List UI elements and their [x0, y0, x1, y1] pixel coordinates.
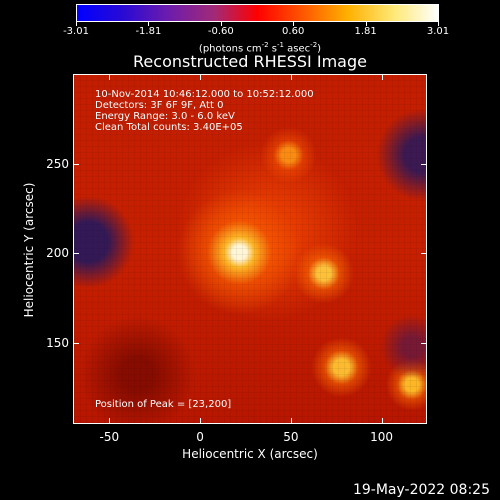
x-axis-bottom-tick — [381, 418, 383, 424]
x-axis-bottom-tick — [290, 418, 292, 424]
peak-position-text: Position of Peak = [23,200] — [95, 399, 232, 410]
colorbar-tick — [148, 22, 150, 26]
y-axis-tick-label: 250 — [46, 156, 69, 171]
colorbar-units-part: ) — [317, 43, 322, 55]
colorbar-units-part: asec — [284, 43, 311, 55]
y-axis-right-tick — [421, 163, 427, 165]
colorbar-units-label: (photons cm-2 s-1 asec-2) — [190, 38, 330, 56]
x-axis-top-tick — [200, 74, 202, 80]
x-axis-label: Heliocentric X (arcsec) — [182, 447, 318, 461]
time-range-text: 10-Nov-2014 10:46:12.000 to 10:52:12.000 — [95, 89, 314, 100]
y-axis-tick-label: 150 — [46, 336, 69, 351]
x-axis-tick-label: -50 — [99, 430, 120, 444]
x-axis-tick-label: 0 — [196, 430, 204, 444]
colorbar-units-exponent: -2 — [261, 41, 269, 49]
colorbar-tick — [438, 22, 439, 26]
y-axis-left-tick — [73, 343, 79, 345]
detectors-text: Detectors: 3F 6F 9F, Att 0 — [95, 100, 224, 111]
x-axis-top-tick — [290, 74, 292, 80]
colorbar-units-exponent: -1 — [277, 41, 284, 49]
x-axis-bottom-tick — [200, 418, 202, 424]
energy-range-text: Energy Range: 3.0 - 6.0 keV — [95, 111, 235, 122]
colorbar-tick-label: 0.60 — [282, 26, 305, 37]
colorbar-tick-label: 3.01 — [426, 26, 450, 37]
y-axis-tick-label: 200 — [46, 246, 69, 261]
colorbar-tick-label: 1.81 — [354, 26, 377, 37]
x-axis-tick-label: 50 — [283, 430, 299, 444]
y-axis-right-tick — [421, 343, 427, 345]
colorbar-tick — [293, 22, 295, 26]
x-axis-tick-label: 100 — [370, 430, 394, 444]
x-axis-top-tick — [381, 74, 383, 80]
heatmap-plot-area: 10-Nov-2014 10:46:12.000 to 10:52:12.000… — [73, 74, 427, 424]
colorbar-tick — [76, 22, 77, 26]
colorbar-tick-label: -1.81 — [135, 26, 162, 37]
x-axis-bottom-tick — [109, 418, 111, 424]
x-axis-top-tick — [109, 74, 111, 80]
y-axis-left-tick — [73, 253, 79, 255]
footer-timestamp: 19-May-2022 08:25 — [352, 482, 490, 498]
y-axis-label: Heliocentric Y (arcsec) — [22, 182, 36, 318]
y-axis-left-tick — [73, 163, 79, 165]
colorbar-tick-label: -0.60 — [207, 26, 234, 37]
colorbar-units-exponent: -2 — [310, 41, 318, 49]
colorbar-tick — [220, 22, 222, 26]
plot-title: Reconstructed RHESSI Image — [133, 52, 367, 71]
colorbar-units-part: s — [268, 43, 278, 55]
y-axis-right-tick — [421, 253, 427, 255]
colorbar-units-part: (photons cm — [198, 43, 262, 55]
clean-total-counts-text: Clean Total counts: 3.40E+05 — [95, 122, 243, 133]
heatmap-image — [74, 75, 426, 423]
colorbar — [76, 4, 439, 22]
colorbar-tick — [365, 22, 367, 26]
colorbar-tick-label: -3.01 — [63, 26, 89, 37]
